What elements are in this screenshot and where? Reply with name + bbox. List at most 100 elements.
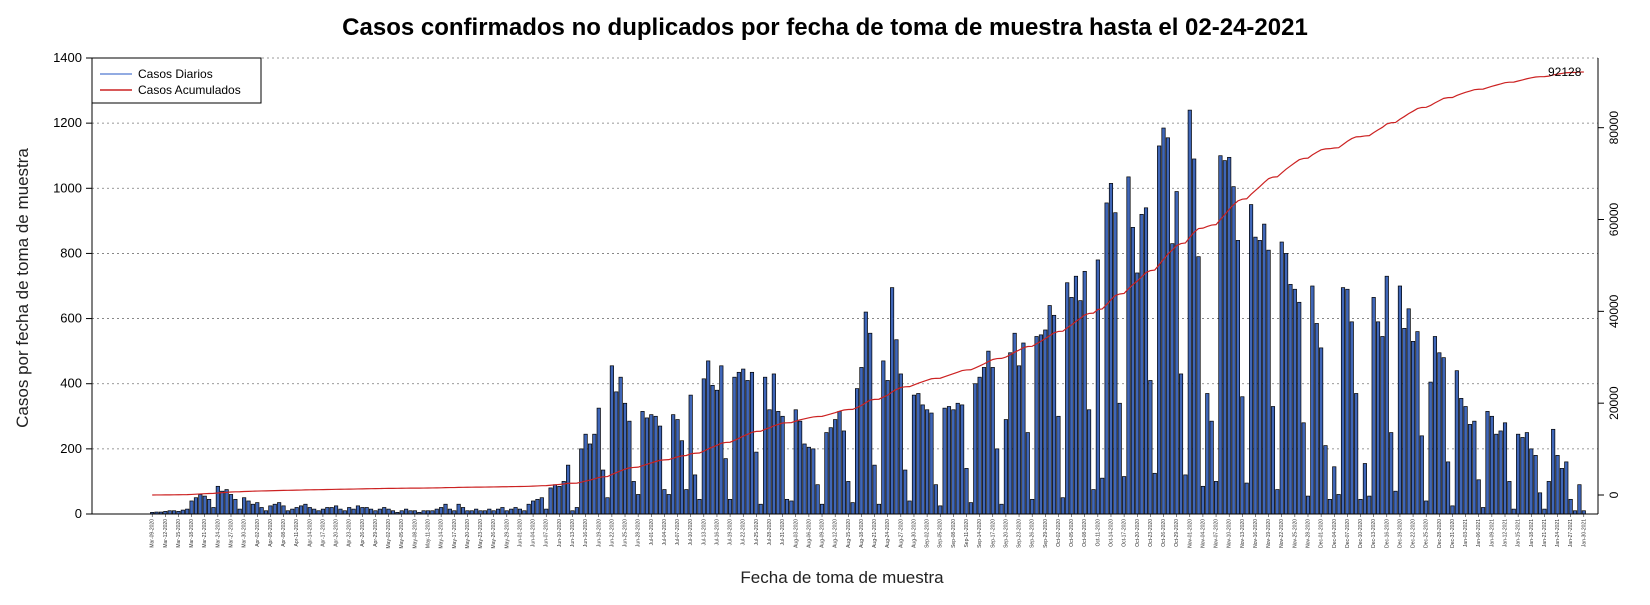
bar (719, 365, 724, 515)
bar (701, 378, 706, 515)
bar (644, 417, 649, 515)
bar (697, 498, 702, 515)
bar (885, 380, 890, 515)
bar (1060, 497, 1065, 515)
bar (903, 469, 908, 515)
x-tick-label: Aug-09-2020 (820, 519, 826, 548)
bar (894, 339, 899, 515)
x-tick-label: Aug-30-2020 (911, 519, 917, 548)
x-tick-label: Sep-08-2020 (951, 519, 957, 548)
x-tick-label: Apr-05-2020 (268, 519, 274, 547)
bar (754, 451, 759, 515)
bar (653, 415, 658, 515)
x-tick-label: Aug-06-2020 (806, 519, 812, 548)
legend-label-cumulative: Casos Acumulados (138, 83, 241, 97)
x-tick-label: Dec-01-2020 (1319, 519, 1325, 548)
bar (320, 508, 325, 515)
x-tick-label: Nov-28-2020 (1305, 519, 1311, 548)
y2-tick-label: 80000 (1607, 111, 1621, 145)
bar (277, 502, 282, 515)
bar (640, 411, 645, 515)
bar (1529, 448, 1534, 515)
y-tick-label: 0 (75, 506, 82, 521)
bar (220, 490, 225, 515)
bar (211, 507, 216, 515)
bar (1393, 490, 1398, 515)
bar (1192, 158, 1197, 515)
bar (1297, 301, 1302, 515)
bar (1249, 204, 1254, 515)
bar (369, 508, 374, 515)
x-tick-label: Dec-19-2020 (1397, 519, 1403, 548)
x-tick-label: Jun-16-2020 (583, 519, 589, 547)
bar (1551, 428, 1556, 515)
bar (837, 411, 842, 515)
x-tick-label: May-29-2020 (504, 519, 510, 549)
bar (828, 427, 833, 515)
bar (1056, 415, 1061, 515)
bar (1135, 272, 1140, 515)
bar (1257, 240, 1262, 515)
x-tick-label: Mar-30-2020 (242, 519, 248, 548)
bar (513, 507, 518, 515)
bar (1520, 437, 1525, 515)
bar (1065, 282, 1070, 515)
x-tick-label: Jul-25-2020 (754, 519, 760, 546)
bar (929, 412, 934, 515)
bar (1292, 288, 1297, 515)
bar (1345, 288, 1350, 515)
bar (198, 494, 203, 515)
bar (771, 373, 776, 515)
bar (1270, 406, 1276, 515)
bar (614, 391, 619, 515)
bar (294, 507, 299, 515)
x-tick-label: Nov-19-2020 (1266, 519, 1272, 548)
x-tick-label: Sep-26-2020 (1030, 519, 1036, 548)
chart-title: Casos confirmados no duplicados por fech… (342, 14, 1308, 41)
x-tick-label: May-14-2020 (439, 519, 445, 549)
bar (1310, 285, 1315, 515)
bar (1314, 323, 1319, 515)
x-tick-label: May-02-2020 (386, 519, 392, 549)
bar (1446, 461, 1451, 515)
bar (1213, 481, 1219, 515)
bar (802, 443, 807, 515)
x-tick-label: Oct-29-2020 (1174, 519, 1180, 547)
x-tick-label: Nov-07-2020 (1214, 519, 1220, 548)
bar (1113, 212, 1118, 515)
bar (793, 409, 798, 515)
bar (1043, 329, 1048, 515)
bar (443, 503, 448, 515)
bar (763, 376, 768, 515)
x-tick-label: Nov-16-2020 (1253, 519, 1259, 548)
bar (255, 502, 260, 515)
x-tick-label: Jun-28-2020 (636, 519, 642, 547)
bar (404, 508, 409, 515)
x-tick-label: Apr-08-2020 (281, 519, 287, 547)
bar (1450, 505, 1455, 515)
bar (1143, 207, 1149, 515)
bar (1537, 492, 1543, 515)
bar (487, 508, 492, 515)
x-tick-label: Oct-26-2020 (1161, 519, 1167, 547)
bar (946, 406, 952, 515)
bar (819, 503, 825, 515)
bar (439, 507, 444, 515)
bar (649, 414, 654, 515)
bar (1568, 498, 1573, 515)
x-tick-label: Oct-05-2020 (1069, 519, 1075, 547)
bar (1564, 461, 1569, 515)
bar (215, 485, 220, 515)
bar (303, 503, 308, 515)
bar (1174, 191, 1179, 515)
bar (224, 489, 229, 515)
bar (1432, 336, 1438, 515)
bar (780, 415, 785, 515)
x-tick-label: Jun-04-2020 (531, 519, 537, 547)
bar (706, 360, 711, 515)
bar (1025, 432, 1030, 515)
x-tick-label: Jan-27-2021 (1568, 519, 1574, 547)
x-tick-label: Jul-31-2020 (780, 519, 786, 546)
bar (758, 503, 763, 515)
